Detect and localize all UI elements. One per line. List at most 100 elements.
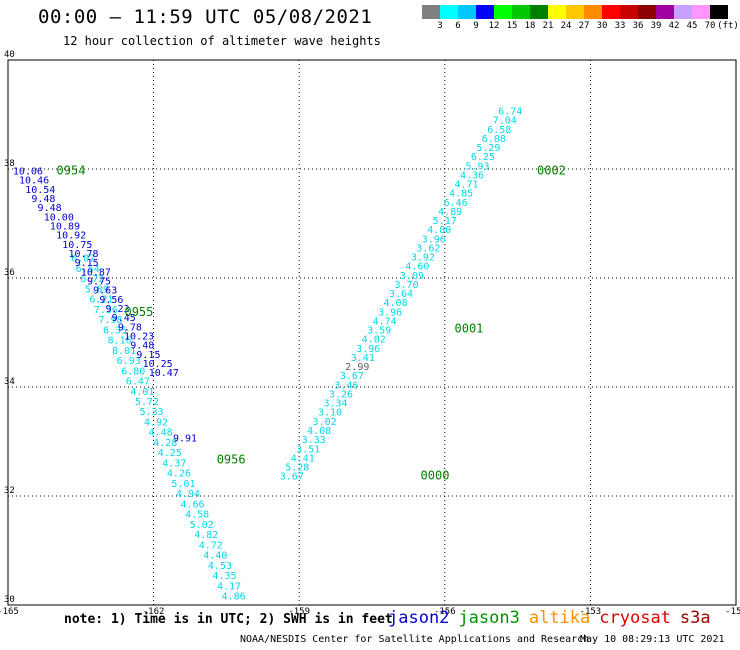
wave-height-label: 9.48 (130, 341, 154, 352)
wave-height-label: 10.00 (44, 212, 74, 223)
wave-height-label: 8.01 (112, 346, 136, 357)
legend-label: 33 (614, 21, 626, 31)
wave-height-label: 4.26 (167, 469, 191, 480)
wave-height-label: 7.36 (94, 305, 118, 316)
wave-height-label: 10.25 (143, 359, 173, 370)
wave-height-label: 9.78 (118, 322, 142, 333)
wave-height-label: 3.62 (416, 243, 440, 254)
wave-height-label: 10.23 (124, 331, 154, 342)
legend-swatch (710, 5, 728, 19)
wave-height-label: 6.25 (471, 152, 495, 163)
y-tick-label: 40 (4, 50, 15, 60)
wave-height-label: 3.34 (323, 399, 347, 410)
wave-height-label: 4.94 (176, 489, 200, 500)
wave-height-label: 3.02 (313, 417, 337, 428)
wave-height-label: 4.37 (162, 458, 186, 469)
wave-height-label: 6.46 (444, 198, 468, 209)
map-subtitle: 12 hour collection of altimeter wave hei… (63, 34, 381, 48)
legend-swatch (548, 5, 566, 19)
wave-height-label: 4.85 (449, 189, 473, 200)
wave-height-label: 4.89 (438, 207, 462, 218)
satellite-label: jason2 (388, 608, 450, 628)
legend-swatch (674, 5, 692, 19)
wave-height-label: 10.75 (62, 240, 92, 251)
wave-height-label: 4.80 (427, 225, 451, 236)
color-legend: 3 6 9 12 15 18 21 24 27 30 33 36 39 42 45 70 (ft) (422, 5, 740, 33)
legend-swatch (494, 5, 512, 19)
legend-swatch (584, 5, 602, 19)
y-tick-label: 36 (4, 268, 15, 278)
wave-height-label: 3.59 (367, 326, 391, 337)
legend-label: 3 (437, 21, 443, 31)
satellite-legend: jason2 jason3 altika cryosat s3a (388, 608, 720, 628)
legend-swatch (566, 5, 584, 19)
map-title: 00:00 – 11:59 UTC 05/08/2021 (38, 6, 373, 28)
legend-label: 9 (473, 21, 479, 31)
wave-height-label: 8.16 (108, 336, 132, 347)
legend-label: 70 (704, 21, 716, 31)
wave-height-label: 10.92 (56, 231, 86, 242)
legend-label: 15 (506, 21, 518, 31)
wave-height-label: 10.78 (68, 249, 98, 260)
legend-label: 18 (524, 21, 536, 31)
wave-height-label: 4.08 (384, 298, 408, 309)
legend-label: 12 (488, 21, 500, 31)
time-label: 0002 (537, 163, 566, 177)
wave-height-label: 6.07 (71, 254, 95, 265)
wave-height-label: 5.29 (476, 143, 500, 154)
satellite-label: jason3 (458, 608, 520, 628)
wave-height-label: 9.23 (106, 304, 130, 315)
wave-height-label: 3.70 (394, 280, 418, 291)
wave-height-label: 4.74 (373, 316, 397, 327)
wave-height-label: 6.54 (76, 264, 100, 275)
satellite-label: s3a (679, 608, 711, 628)
wave-height-label: 4.02 (362, 335, 386, 346)
wave-height-label: 3.96 (378, 307, 402, 318)
y-tick-label: 30 (4, 595, 15, 605)
wave-height-label: 3.96 (422, 234, 446, 245)
y-tick-label: 32 (4, 486, 15, 496)
wave-height-label: 4.40 (203, 551, 227, 562)
wave-height-label: 3.67 (280, 472, 304, 483)
wave-height-label: 9.15 (75, 258, 99, 269)
wave-height-label: 6.21 (89, 295, 113, 306)
legend-label: 6 (455, 21, 461, 31)
legend-label: 42 (668, 21, 680, 31)
wave-height-label: 6.72 (80, 274, 104, 285)
legend-label: 39 (650, 21, 662, 31)
wave-height-label: 4.17 (217, 581, 241, 592)
footer-source: NOAA/NESDIS Center for Satellite Applica… (240, 634, 590, 645)
wave-height-label: 4.60 (405, 262, 429, 273)
wave-height-label: 10.46 (19, 176, 49, 187)
wave-height-label: 4.53 (208, 561, 232, 572)
time-label: 0955 (124, 305, 153, 319)
wave-height-label: 4.86 (222, 592, 246, 603)
legend-label: 45 (686, 21, 698, 31)
wave-height-label: 3.51 (296, 444, 320, 455)
wave-height-label: 9.56 (99, 295, 123, 306)
wave-height-label: 5.72 (135, 397, 159, 408)
x-tick-label: -150 (725, 607, 740, 617)
wave-height-label: 6.58 (487, 125, 511, 136)
wave-height-label: 4.48 (149, 428, 173, 439)
satellite-label: altika (528, 608, 591, 628)
wave-height-label: 5.17 (433, 216, 457, 227)
wave-height-label: 9.45 (112, 313, 136, 324)
legend-label: (ft) (717, 21, 739, 31)
wave-height-label: 5.33 (139, 407, 163, 418)
wave-height-label: 4.82 (194, 530, 218, 541)
wave-height-label: 3.26 (329, 389, 353, 400)
map-frame (7, 59, 737, 606)
footer-timestamp: May 10 08:29:13 UTC 2021 (580, 634, 725, 645)
legend-label: 30 (596, 21, 608, 31)
wave-height-label: 4.71 (455, 180, 479, 191)
y-tick-label: 34 (4, 377, 15, 387)
wave-height-label: 3.46 (334, 380, 358, 391)
wave-height-label: 6.35 (103, 325, 127, 336)
wave-height-label: 5.01 (171, 479, 195, 490)
wave-height-label: 4.35 (212, 571, 236, 582)
wave-height-label: 9.75 (87, 276, 111, 287)
legend-swatch (422, 5, 440, 19)
wave-height-label: 4.08 (307, 426, 331, 437)
